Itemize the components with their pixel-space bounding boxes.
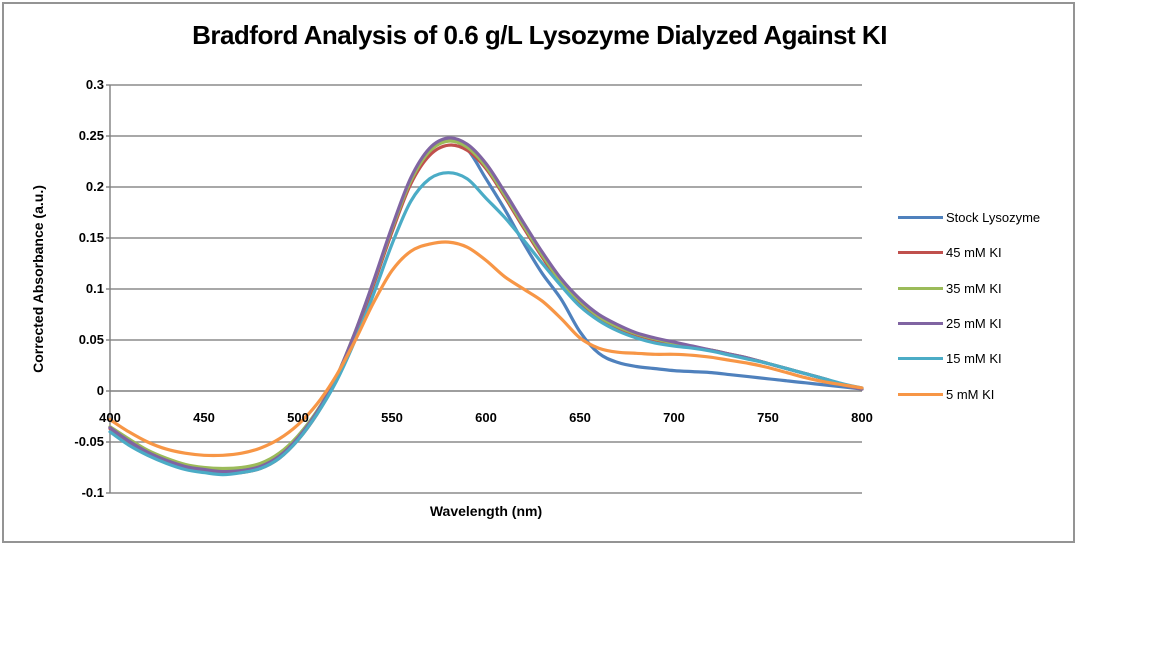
y-tick-label: 0.25	[78, 128, 104, 143]
x-tick-label: 400	[99, 410, 121, 425]
x-tick-label: 550	[381, 410, 403, 425]
y-tick-label: 0.15	[78, 230, 104, 245]
y-axis-title: Corrected Absorbance (a.u.)	[30, 185, 46, 373]
x-tick-label: 600	[475, 410, 497, 425]
legend-label: 15 mM KI	[946, 351, 1002, 367]
series-line-5-mm-ki	[108, 240, 864, 458]
legend-swatch-icon	[898, 321, 943, 325]
legend-item-35-mm-ki: 35 mM KI	[898, 279, 1002, 297]
x-tick-label: 700	[663, 410, 685, 425]
x-tick-label: 800	[851, 410, 873, 425]
legend-swatch-icon	[898, 251, 943, 255]
legend-swatch-icon	[898, 286, 943, 290]
x-tick-label: 750	[757, 410, 779, 425]
legend-item-15-mm-ki: 15 mM KI	[898, 350, 1002, 368]
legend-label: 25 mM KI	[946, 315, 1002, 331]
y-tick-label: 0	[96, 383, 104, 398]
legend-label: Stock Lysozyme	[946, 210, 1041, 225]
y-tick-label: 0.05	[78, 332, 104, 347]
legend-swatch-icon	[898, 392, 943, 396]
legend-swatch-icon	[898, 357, 943, 361]
x-tick-label: 500	[287, 410, 309, 425]
x-tick-label: 450	[193, 410, 215, 425]
x-tick-label: 650	[569, 410, 591, 425]
plot-svg	[106, 84, 864, 494]
legend-item-5-mm-ki: 5 mM KI	[898, 385, 994, 403]
legend-swatch-icon	[898, 216, 943, 219]
y-tick-label: -0.05	[74, 434, 104, 449]
legend-label: 5 mM KI	[946, 386, 995, 402]
x-axis-title: Wavelength (nm)	[429, 503, 543, 519]
y-tick-label: 0.2	[85, 179, 104, 194]
legend-label: 45 mM KI	[946, 245, 1002, 261]
y-tick-label: 0.1	[85, 281, 104, 296]
legend-item-stock-lysozyme: Stock Lysozyme	[898, 209, 1040, 227]
legend-item-45-mm-ki: 45 mM KI	[898, 244, 1002, 262]
chart-container: Bradford Analysis of 0.6 g/L Lysozyme Di…	[2, 2, 1075, 543]
y-tick-label: 0.3	[85, 77, 104, 92]
y-tick-label: -0.1	[81, 485, 104, 500]
legend-item-25-mm-ki: 25 mM KI	[898, 314, 1002, 332]
plot-area: 0.3 0.25 0.2 0.15 0.1 0.05 0 -0.05 -0.1 400 450 500…	[4, 4, 1075, 541]
chart-title: Bradford Analysis of 0.6 g/L Lysozyme Di…	[192, 20, 887, 50]
legend-label: 35 mM KI	[946, 280, 1002, 296]
series-line-15-mm-ki	[108, 171, 864, 477]
